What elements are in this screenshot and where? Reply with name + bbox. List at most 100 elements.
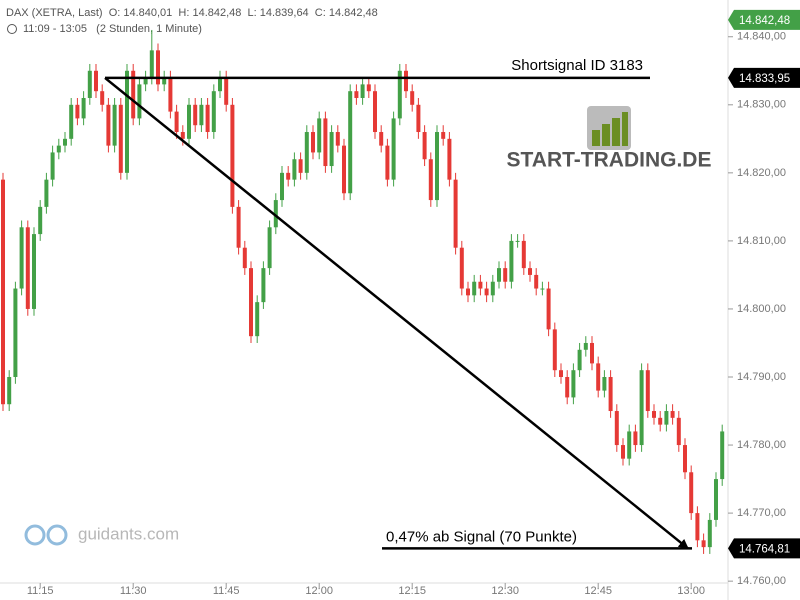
candle-body [652,411,656,418]
watermark: guidants.com [24,524,179,546]
candle-body [590,342,594,364]
candle-body [19,227,24,289]
candle-body [112,104,117,146]
candle-body [156,50,160,85]
candle-body [373,91,377,133]
candle-body [63,138,67,146]
candle-body [44,179,49,207]
candle-body [385,145,390,180]
candle-body [304,132,309,173]
candle-body [342,145,346,194]
y-tick-label: 14.760,00 [737,575,786,587]
candle-body [428,159,433,201]
candle-body [689,472,694,514]
candle-body [224,77,229,105]
candle-body [484,288,489,296]
candle-body [490,281,495,296]
y-tick-label: 14.830,00 [737,99,786,111]
y-tick-label: 14.800,00 [737,303,786,315]
candle-body [242,247,247,269]
x-tick-label: 12:00 [305,585,333,597]
candle-body [286,172,291,180]
x-tick-label: 11:30 [120,585,147,597]
candle-body [441,132,446,139]
candle-body [695,513,700,541]
candle-body [701,540,706,548]
candle-body [100,91,105,105]
candle-body [497,268,501,282]
candle-body [565,377,570,398]
candle-body [25,227,30,309]
trend-arrow [104,76,689,550]
candle-body [149,50,154,78]
candle-body [621,445,625,459]
candle-body [571,370,576,398]
header: DAX (XETRA, Last) O: 14.840,01 H: 14.842… [6,7,378,19]
x-tick-label: 13:00 [677,585,705,597]
candle-body [162,77,167,85]
candle-body [645,370,650,412]
candle-body [410,91,415,105]
candle-body [670,411,675,418]
candle-body [707,519,712,548]
x-tick-label: 11:45 [213,585,240,597]
candle-body [714,479,718,520]
candle-body [317,118,322,153]
candle-body [354,91,359,98]
candle-body [118,104,123,173]
candle-body [137,84,142,119]
candle-body [143,77,148,85]
clock-icon [7,24,17,34]
candle-body [7,377,12,405]
candle-body [218,77,222,92]
candle-body [1,179,5,405]
candle-body [596,363,601,391]
candle-body [664,411,669,425]
candle-body [75,104,80,119]
y-tick-label: 14.780,00 [737,439,786,451]
y-tick-label: 14.790,00 [737,371,786,383]
candle-body [683,445,687,473]
candle-body [255,302,260,337]
candle-body [348,91,353,194]
candle-body [658,417,663,425]
candle-body [627,431,632,459]
candle-body [422,132,427,160]
candle-body [273,200,278,228]
candle-body [583,342,588,350]
candle-body [50,152,55,180]
candle-body [32,234,36,309]
x-tick-label: 12:30 [491,585,519,597]
candle-body [292,159,297,180]
candle-body [174,111,179,133]
candle-body [131,70,136,119]
candle-body [435,132,439,201]
candle-body [478,281,483,289]
price-tag-label: 14.833,95 [739,73,790,85]
candle-body [397,70,402,119]
x-tick-label: 11:15 [27,585,54,597]
candle-body [472,281,477,296]
signal-label: Shortsignal ID 3183 [511,57,643,74]
watermark-text: guidants.com [78,524,179,543]
candle-body [639,370,644,446]
price-tag-label: 14.764,81 [739,543,790,555]
candle-body [249,268,253,337]
candle-body [311,132,315,153]
candle-body [509,240,514,282]
y-tick-label: 14.840,00 [737,31,786,43]
logo-text: START-TRADING.DE [507,149,712,172]
candle-body [106,104,111,146]
candle-body [528,268,532,275]
candle-body [453,179,458,248]
candle-body [335,132,340,146]
candle-body [211,91,216,133]
candle-body [205,104,210,133]
x-tick-label: 12:15 [398,585,426,597]
candle-body [125,70,129,173]
target-label: 0,47% ab Signal (70 Punkte) [386,528,577,545]
candle-body [94,70,98,92]
candle-body [577,349,582,371]
candle-body [404,70,408,92]
candle-body [534,274,539,289]
